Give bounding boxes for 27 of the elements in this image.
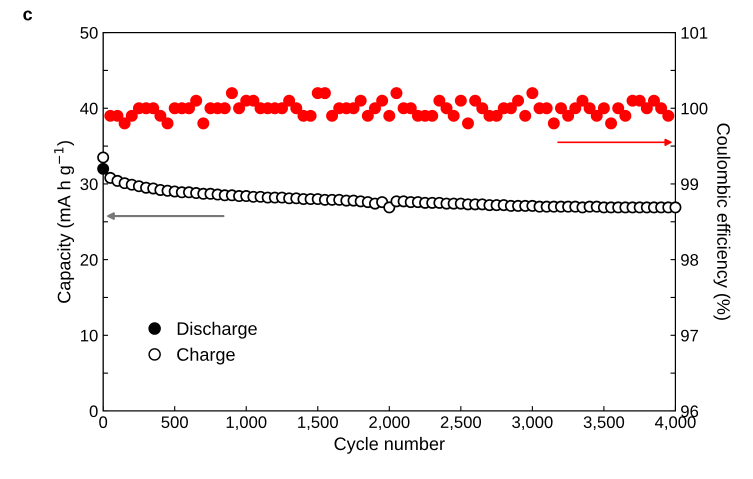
x-tick-label: 4,000 xyxy=(654,416,696,430)
y2-tick-label: 96 xyxy=(681,405,698,418)
x-tick-label: 2,500 xyxy=(440,416,482,430)
x-tick-label: 3,000 xyxy=(512,416,553,430)
x-tick-label: 2,000 xyxy=(369,416,410,430)
y2-tick-label: 98 xyxy=(681,254,698,266)
legend-label: Charge xyxy=(177,348,235,364)
x-tick-label: 500 xyxy=(161,416,188,428)
legend-label: Discharge xyxy=(178,322,257,339)
y-tick-label: 50 xyxy=(80,26,98,39)
y-axis-title: Capacity (mA h g$^{−1}$) xyxy=(54,141,74,303)
x-tick-label: 3,500 xyxy=(584,416,624,430)
y-tick-label: 30 xyxy=(80,178,98,190)
x-tick-label: 1,000 xyxy=(226,416,266,430)
y-tick-label: 20 xyxy=(80,254,98,266)
x-tick-label: 1,500 xyxy=(298,416,338,430)
y-tick-label: 10 xyxy=(81,330,98,342)
text: c xyxy=(23,10,32,20)
y-tick-label: 40 xyxy=(80,102,98,114)
y2-axis-title: Coulombic efficiency (%) xyxy=(714,124,730,320)
x-tick-label: 0 xyxy=(99,416,108,428)
x-axis-title: Cycle number xyxy=(334,436,445,454)
y2-tick-label: 100 xyxy=(682,102,708,114)
y2-tick-label: 101 xyxy=(682,26,708,39)
y2-tick-label: 99 xyxy=(681,178,698,190)
y2-tick-label: 97 xyxy=(681,330,698,342)
y-tick-label: 0 xyxy=(90,405,98,418)
